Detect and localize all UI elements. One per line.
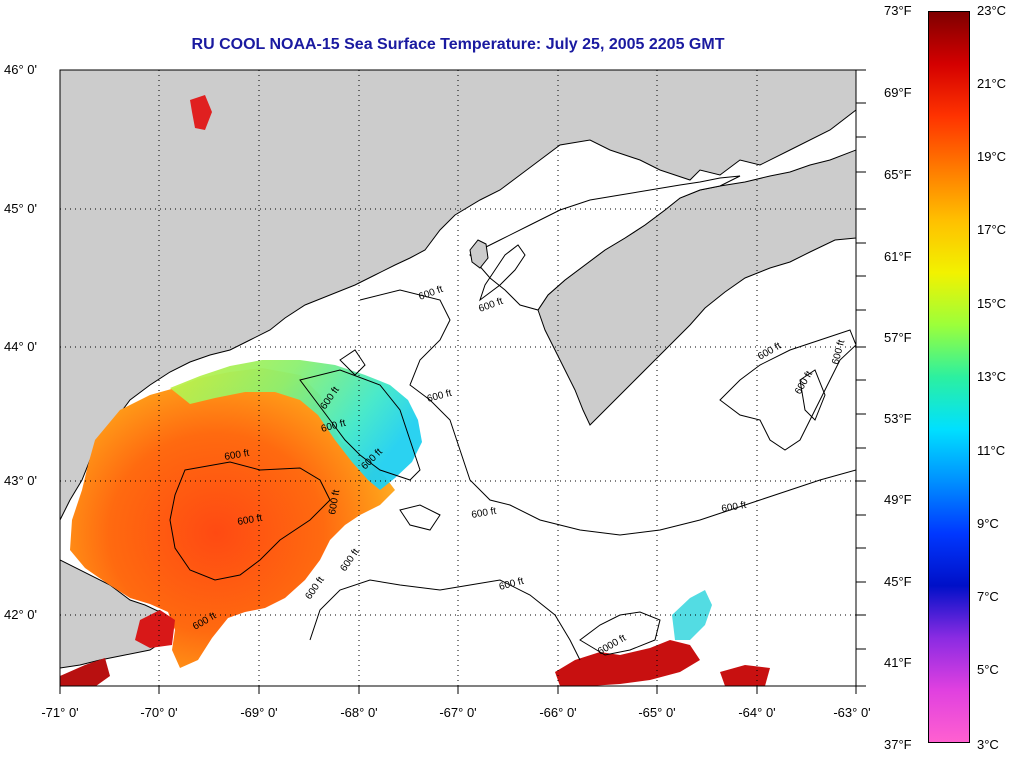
lon-label: -71° 0' <box>41 705 78 720</box>
fahrenheit-label: 65°F <box>884 167 912 182</box>
sst-cool-region <box>170 360 422 490</box>
celsius-label: 7°C <box>977 589 999 604</box>
sst-lake-patch <box>190 95 212 130</box>
lat-label: 42° 0' <box>4 607 37 622</box>
celsius-label: 15°C <box>977 296 1007 311</box>
map-title: RU COOL NOAA-15 Sea Surface Temperature:… <box>191 36 725 53</box>
lon-label: -67° 0' <box>439 705 476 720</box>
lat-label: 46° 0' <box>4 62 37 77</box>
lon-label: -66° 0' <box>539 705 576 720</box>
fahrenheit-label: 61°F <box>884 249 912 264</box>
fahrenheit-label: 49°F <box>884 492 912 507</box>
bathymetry-contours <box>169 244 856 661</box>
temperature-colorbar <box>928 11 970 743</box>
sst-sw-corner <box>60 658 110 686</box>
lat-labels: 46° 0' 45° 0' 44° 0' 43° 0' 42° 0' <box>4 62 37 622</box>
sst-georges-cool <box>672 590 712 640</box>
contour-label: 600 ft <box>721 500 748 515</box>
lon-label: -70° 0' <box>140 705 177 720</box>
celsius-label: 11°C <box>977 443 1006 458</box>
celsius-label: 13°C <box>977 369 1007 384</box>
celsius-label: 3°C <box>977 737 999 752</box>
fahrenheit-label: 57°F <box>884 330 912 345</box>
celsius-label: 17°C <box>977 222 1007 237</box>
contour-label: 600 ft <box>471 506 498 521</box>
fahrenheit-label: 37°F <box>884 737 912 752</box>
fahrenheit-label: 73°F <box>884 3 912 18</box>
land-nova-scotia <box>537 149 856 426</box>
fahrenheit-label: 53°F <box>884 411 912 426</box>
lon-label: -63° 0' <box>833 705 870 720</box>
lon-labels: -71° 0' -70° 0' -69° 0' -68° 0' -67° 0' … <box>41 705 870 720</box>
sst-cape-cod-patch <box>135 610 175 648</box>
celsius-label: 21°C <box>977 76 1007 91</box>
sst-warm-region <box>70 368 395 668</box>
axis-ticks <box>59 69 866 694</box>
celsius-label: 23°C <box>977 3 1007 18</box>
contour-label: 600 ft <box>327 489 342 516</box>
sst-georges-patch <box>555 640 700 686</box>
contour-label: 600 ft <box>224 448 251 463</box>
celsius-label: 9°C <box>977 516 999 531</box>
lon-label: -69° 0' <box>240 705 277 720</box>
fahrenheit-label: 69°F <box>884 85 912 100</box>
celsius-label: 19°C <box>977 149 1007 164</box>
lat-label: 44° 0' <box>4 339 37 354</box>
lon-label: -64° 0' <box>738 705 775 720</box>
lat-label: 45° 0' <box>4 201 37 216</box>
bay-of-fundy <box>469 175 741 311</box>
celsius-label: 5°C <box>977 662 999 677</box>
fahrenheit-label: 41°F <box>884 655 912 670</box>
contour-label: 600 ft <box>237 513 264 528</box>
lon-label: -68° 0' <box>340 705 377 720</box>
land-mainland <box>60 70 856 521</box>
lat-label: 43° 0' <box>4 473 37 488</box>
fahrenheit-label: 45°F <box>884 574 912 589</box>
lon-label: -65° 0' <box>638 705 675 720</box>
grand-manan-island <box>469 239 489 269</box>
